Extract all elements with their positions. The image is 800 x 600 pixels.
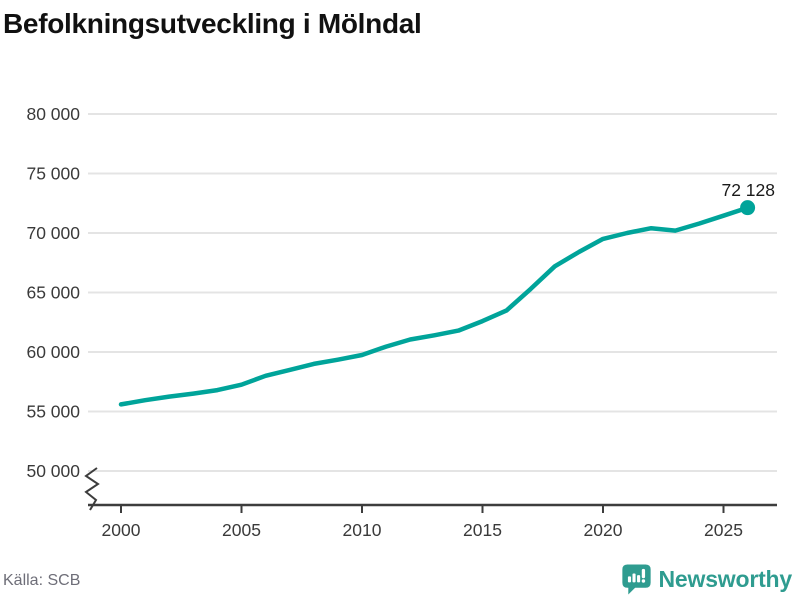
svg-text:80 000: 80 000 xyxy=(26,104,80,124)
svg-text:2010: 2010 xyxy=(343,520,382,540)
svg-text:75 000: 75 000 xyxy=(26,164,80,184)
newsworthy-logo: Newsworthy xyxy=(621,563,792,596)
source-label: Källa: SCB xyxy=(3,572,81,589)
svg-text:2005: 2005 xyxy=(222,520,261,540)
chart-title: Befolkningsutveckling i Mölndal xyxy=(3,8,422,39)
newsworthy-wordmark: Newsworthy xyxy=(658,566,793,592)
svg-text:60 000: 60 000 xyxy=(26,342,80,362)
svg-text:2000: 2000 xyxy=(102,520,141,540)
svg-text:55 000: 55 000 xyxy=(26,402,80,422)
svg-text:50 000: 50 000 xyxy=(26,461,80,481)
svg-text:2025: 2025 xyxy=(704,520,743,540)
end-value-label: 72 128 xyxy=(721,180,775,200)
newsworthy-logo-icon xyxy=(621,564,651,595)
svg-text:65 000: 65 000 xyxy=(26,283,80,303)
svg-text:70 000: 70 000 xyxy=(26,223,80,243)
svg-text:2020: 2020 xyxy=(584,520,623,540)
svg-text:2015: 2015 xyxy=(463,520,502,540)
